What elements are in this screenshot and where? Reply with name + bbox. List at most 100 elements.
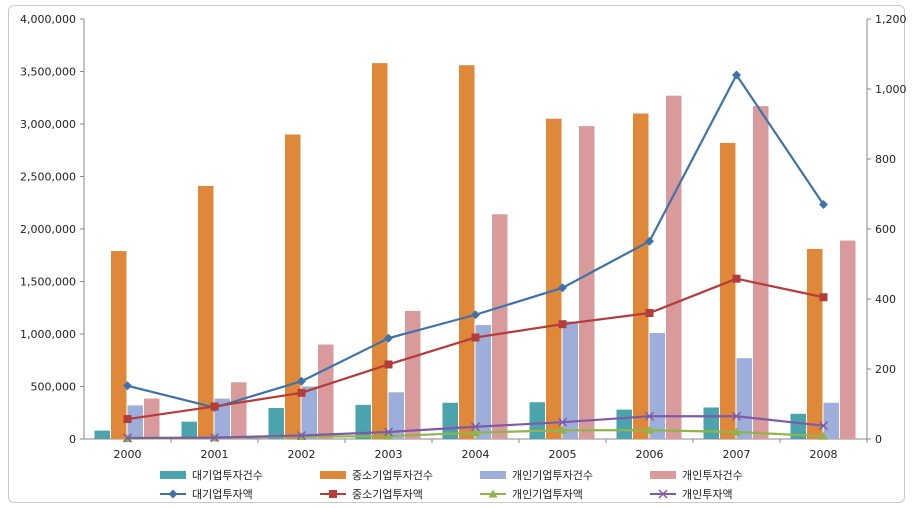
x-tick-label: 2006 — [636, 448, 664, 461]
bar — [144, 398, 160, 439]
legend-label: 중소기업투자건수 — [352, 469, 433, 482]
x-tick-label: 2005 — [549, 448, 577, 461]
line-point — [558, 425, 567, 434]
line-point — [123, 415, 132, 424]
line-point — [471, 333, 480, 342]
bar — [355, 404, 371, 439]
x-tick-label: 2007 — [723, 448, 751, 461]
legend-label: 중소기업투자액 — [352, 488, 423, 501]
bar — [268, 408, 284, 439]
bar — [703, 407, 719, 439]
y-left-tick-label: 0 — [69, 433, 76, 446]
line-point — [819, 200, 828, 209]
bar — [459, 65, 475, 439]
y-left-tick-label: 500,000 — [31, 381, 77, 394]
legend-swatch — [650, 471, 676, 479]
bar — [301, 386, 317, 439]
bar — [492, 214, 508, 439]
legend-marker — [168, 489, 178, 499]
y-right-tick-label: 0 — [875, 433, 882, 446]
line-point — [384, 431, 393, 440]
y-left-tick-label: 4,000,000 — [20, 13, 76, 26]
bar — [562, 321, 578, 439]
line-point — [731, 411, 742, 421]
bar — [633, 113, 649, 439]
line-point — [732, 70, 741, 80]
x-tick-label: 2004 — [462, 448, 490, 461]
line-point — [818, 421, 829, 431]
line-point — [645, 425, 654, 434]
line-point — [384, 360, 393, 369]
bar — [388, 392, 404, 439]
bar — [94, 430, 110, 439]
legend-label: 개인투자건수 — [682, 469, 743, 482]
bar — [442, 402, 458, 439]
bar — [529, 402, 545, 439]
y-left-tick-label: 1,000,000 — [20, 328, 76, 341]
y-left-tick-label: 2,000,000 — [20, 223, 76, 236]
y-left-tick-label: 3,500,000 — [20, 66, 76, 79]
line-point — [557, 417, 568, 427]
x-tick-label: 2003 — [375, 448, 403, 461]
bar — [372, 63, 388, 439]
bar — [546, 118, 562, 439]
y-left-tick-label: 2,500,000 — [20, 171, 76, 184]
y-right-tick-label: 200 — [875, 363, 896, 376]
bar — [790, 413, 806, 439]
y-right-tick-label: 800 — [875, 153, 896, 166]
line-point — [558, 320, 567, 329]
line-point — [819, 431, 828, 440]
x-tick-label: 2000 — [114, 448, 142, 461]
x-tick-label: 2008 — [810, 448, 838, 461]
line-point — [297, 376, 306, 386]
legend-label: 개인투자액 — [682, 488, 733, 501]
bar — [318, 344, 334, 439]
bar — [198, 185, 214, 439]
y-right-tick-label: 600 — [875, 223, 896, 236]
line-point — [123, 381, 132, 391]
bar — [616, 409, 632, 439]
y-right-tick-label: 1,200 — [875, 13, 907, 26]
bar — [720, 142, 736, 439]
line-point — [470, 422, 481, 432]
line-point — [732, 427, 741, 436]
legend-marker — [658, 489, 668, 499]
bar — [405, 310, 421, 439]
line-point — [732, 274, 741, 283]
line-point — [558, 283, 567, 293]
line-point — [644, 411, 655, 421]
line-point — [296, 430, 307, 441]
legend-label: 대기업투자건수 — [192, 469, 263, 482]
bar — [231, 382, 247, 439]
y-left-tick-label: 1,500,000 — [20, 276, 76, 289]
line-point — [645, 309, 654, 317]
legend-label: 개인기업투자액 — [512, 488, 583, 501]
line-point — [645, 236, 654, 246]
bar — [181, 421, 197, 439]
bar — [475, 325, 491, 439]
line-point — [819, 293, 828, 302]
line-point — [471, 428, 480, 437]
y-right-tick-label: 400 — [875, 293, 896, 306]
legend-swatch — [320, 471, 346, 479]
line-point — [297, 388, 306, 397]
y-left-tick-label: 3,000,000 — [20, 118, 76, 131]
bar — [666, 95, 682, 440]
legend-marker — [329, 490, 337, 498]
bar — [840, 240, 856, 439]
bar — [649, 332, 665, 439]
x-tick-label: 2001 — [201, 448, 229, 461]
bar — [753, 106, 769, 440]
line-point — [209, 433, 220, 443]
line-point — [383, 427, 394, 437]
y-right-tick-label: 1,000 — [875, 83, 907, 96]
legend-marker — [488, 489, 498, 498]
bar — [807, 248, 823, 439]
bar — [579, 126, 595, 439]
line-point — [471, 310, 480, 320]
legend-swatch — [160, 471, 186, 479]
legend-label: 대기업투자액 — [192, 488, 253, 501]
legend-label: 개인기업투자건수 — [512, 469, 593, 482]
bar — [285, 134, 301, 439]
